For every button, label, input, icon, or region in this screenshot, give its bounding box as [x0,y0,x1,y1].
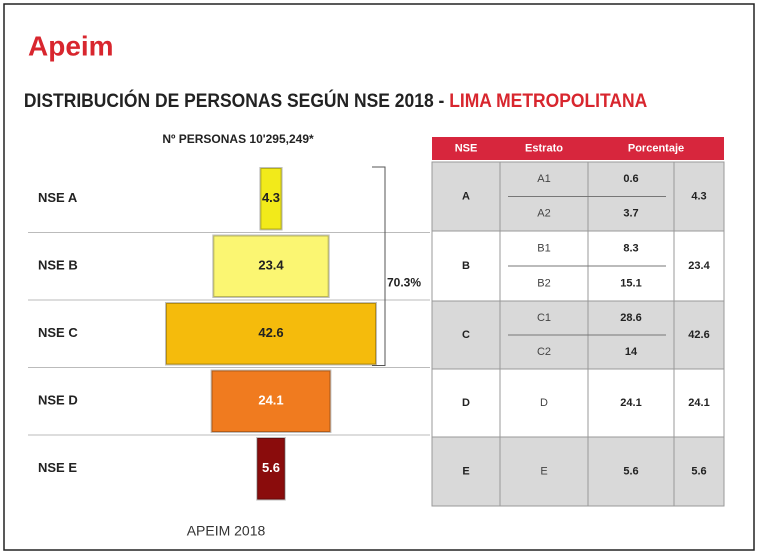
category-label: NSE E [38,460,77,475]
pct-cell: 3.7 [623,208,638,220]
bar [210,369,332,433]
nse-cell: C [462,329,470,341]
total-cell: 24.1 [688,397,709,409]
nse-cell: A [462,190,470,202]
value-label: 23.4 [258,258,284,273]
chart-subtitle: Nº PERSONAS 10'295,249* [162,132,314,146]
value-label: 24.1 [258,393,283,408]
bracket [372,166,386,366]
source: APEIM 2018 [187,523,266,539]
logo: Apeim [28,30,114,61]
value-label: 42.6 [258,325,283,340]
estrato-cell: A2 [537,208,550,220]
column-header: Porcentaje [628,142,684,154]
total-cell: 23.4 [688,260,710,272]
table-row [431,368,725,438]
table-header [432,137,724,160]
bar [212,234,330,298]
title: DISTRIBUCIÓN DE PERSONAS SEGÚN NSE 2018 … [24,89,647,111]
estrato-cell: C2 [537,346,551,358]
estrato-cell: A1 [537,173,550,185]
pct-cell: 28.6 [620,312,641,324]
bar [164,302,378,366]
pct-cell: 24.1 [620,397,641,409]
pct-cell: 0.6 [623,173,638,185]
pct-cell: 14 [625,346,638,358]
estrato-cell: C1 [537,312,551,324]
value-label: 5.6 [262,460,280,475]
category-label: NSE C [38,325,78,340]
pct-cell: 15.1 [620,277,641,289]
total-cell: 42.6 [688,329,709,341]
category-label: NSE B [38,258,78,273]
column-header: Estrato [525,142,563,154]
category-label: NSE D [38,393,78,408]
title-highlight: LIMA METROPOLITANA [449,89,647,111]
pct-cell: 8.3 [623,242,638,254]
pct-cell: 5.6 [623,465,638,477]
category-label: NSE A [38,190,78,205]
bar [259,167,283,231]
nse-cell: E [462,465,469,477]
bracket-label: 70.3% [387,275,421,289]
table-row [431,436,725,507]
estrato-cell: D [540,397,548,409]
total-cell: 5.6 [691,465,706,477]
nse-cell: B [462,260,470,272]
value-label: 4.3 [262,190,280,205]
nse-cell: D [462,397,470,409]
estrato-cell: E [540,465,547,477]
total-cell: 4.3 [691,190,706,202]
column-header: NSE [455,142,478,154]
estrato-cell: B2 [537,277,550,289]
title-main: DISTRIBUCIÓN DE PERSONAS SEGÚN NSE 2018 … [24,89,449,111]
bar [256,437,286,501]
estrato-cell: B1 [537,242,550,254]
